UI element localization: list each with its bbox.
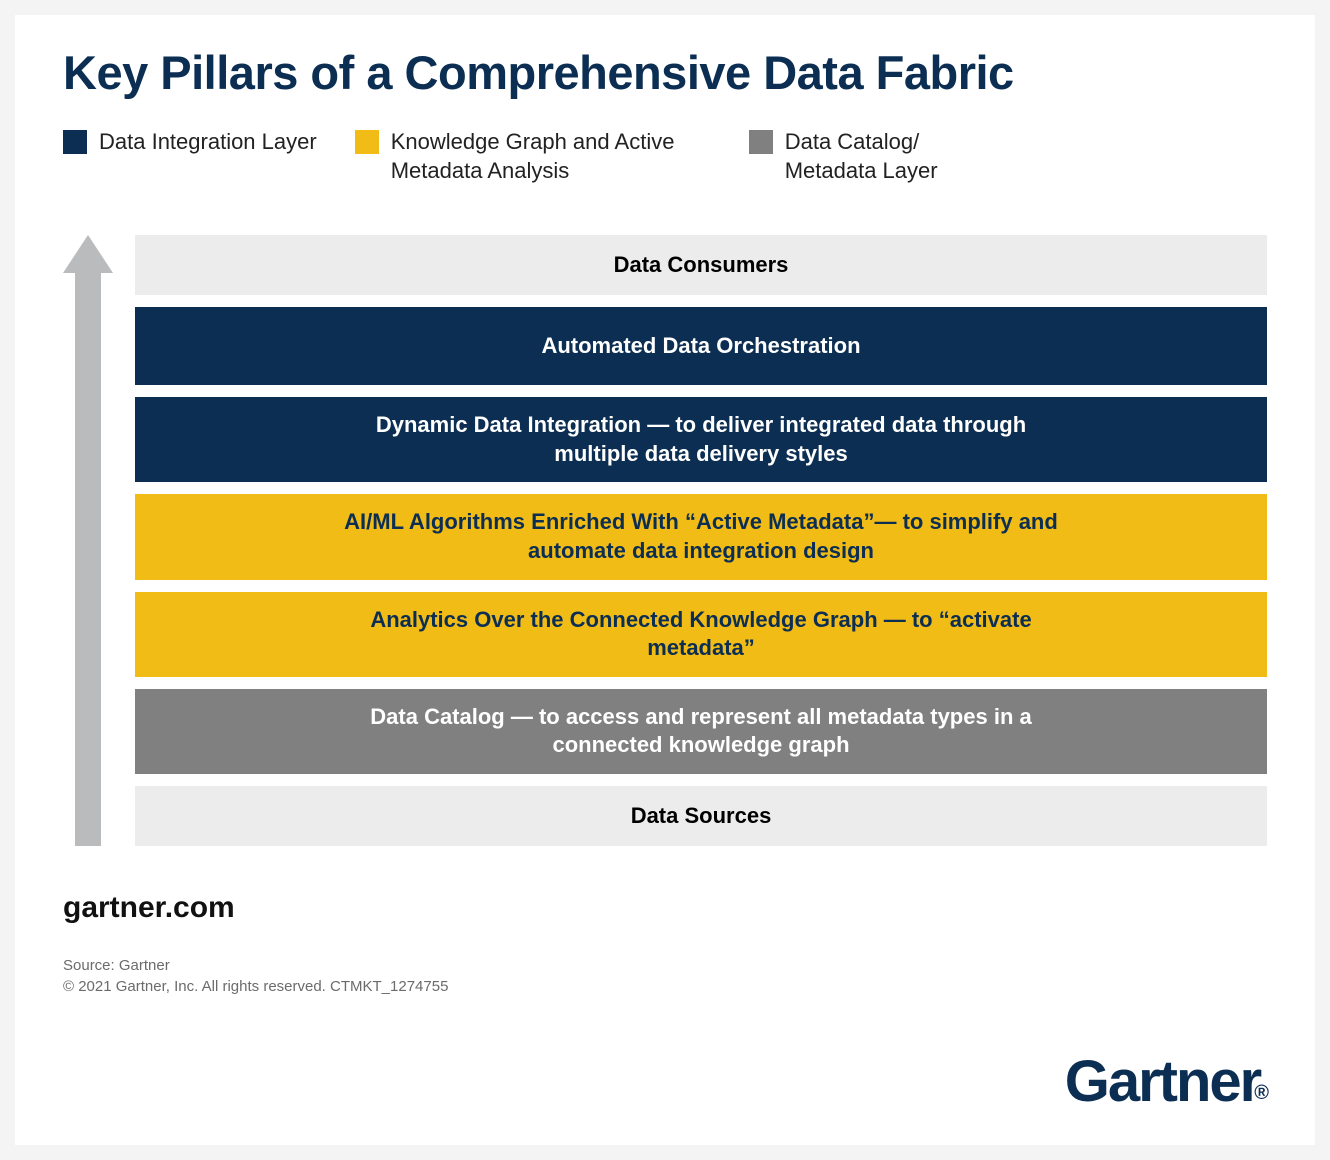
footer-source: Source: Gartner © 2021 Gartner, Inc. All… bbox=[63, 955, 1267, 997]
layer-label: Dynamic Data Integration — to deliver in… bbox=[341, 411, 1061, 468]
legend: Data Integration Layer Knowledge Graph a… bbox=[63, 128, 1267, 185]
layer-row: Data Catalog — to access and represent a… bbox=[135, 689, 1267, 774]
legend-label: Data Catalog/Metadata Layer bbox=[785, 128, 938, 185]
legend-label: Data Integration Layer bbox=[99, 128, 317, 157]
infographic-frame: Key Pillars of a Comprehensive Data Fabr… bbox=[15, 15, 1315, 1145]
legend-label: Knowledge Graph and Active Metadata Anal… bbox=[391, 128, 711, 185]
layer-label: AI/ML Algorithms Enriched With “Active M… bbox=[341, 508, 1061, 565]
layer-label: Data Sources bbox=[631, 802, 772, 831]
logo-suffix: ® bbox=[1254, 1082, 1267, 1104]
arrow-shaft bbox=[75, 273, 101, 846]
layer-row: Analytics Over the Connected Knowledge G… bbox=[135, 592, 1267, 677]
copyright-line: © 2021 Gartner, Inc. All rights reserved… bbox=[63, 976, 1267, 997]
legend-swatch bbox=[355, 130, 379, 154]
legend-swatch bbox=[749, 130, 773, 154]
main-title: Key Pillars of a Comprehensive Data Fabr… bbox=[63, 45, 1267, 100]
arrow-head-icon bbox=[63, 235, 113, 273]
logo-text: Gartner bbox=[1065, 1049, 1261, 1114]
layer-row: Data Consumers bbox=[135, 235, 1267, 295]
legend-item: Knowledge Graph and Active Metadata Anal… bbox=[355, 128, 711, 185]
layer-label: Automated Data Orchestration bbox=[541, 332, 860, 361]
legend-item: Data Catalog/Metadata Layer bbox=[749, 128, 938, 185]
layer-row: Automated Data Orchestration bbox=[135, 307, 1267, 385]
layer-label: Data Catalog — to access and represent a… bbox=[341, 703, 1061, 760]
footer-url: gartner.com bbox=[63, 891, 1267, 925]
source-line: Source: Gartner bbox=[63, 955, 1267, 976]
flow-arrow bbox=[63, 235, 113, 846]
layer-row: Dynamic Data Integration — to deliver in… bbox=[135, 397, 1267, 482]
legend-swatch bbox=[63, 130, 87, 154]
diagram-area: Data Consumers Automated Data Orchestrati… bbox=[63, 235, 1267, 846]
layers-stack: Data Consumers Automated Data Orchestrati… bbox=[135, 235, 1267, 846]
layer-row: AI/ML Algorithms Enriched With “Active M… bbox=[135, 494, 1267, 579]
layer-label: Analytics Over the Connected Knowledge G… bbox=[341, 606, 1061, 663]
gartner-logo: Gartner® bbox=[1065, 1048, 1267, 1115]
layer-label: Data Consumers bbox=[614, 251, 789, 280]
legend-item: Data Integration Layer bbox=[63, 128, 317, 157]
layer-row: Data Sources bbox=[135, 786, 1267, 846]
